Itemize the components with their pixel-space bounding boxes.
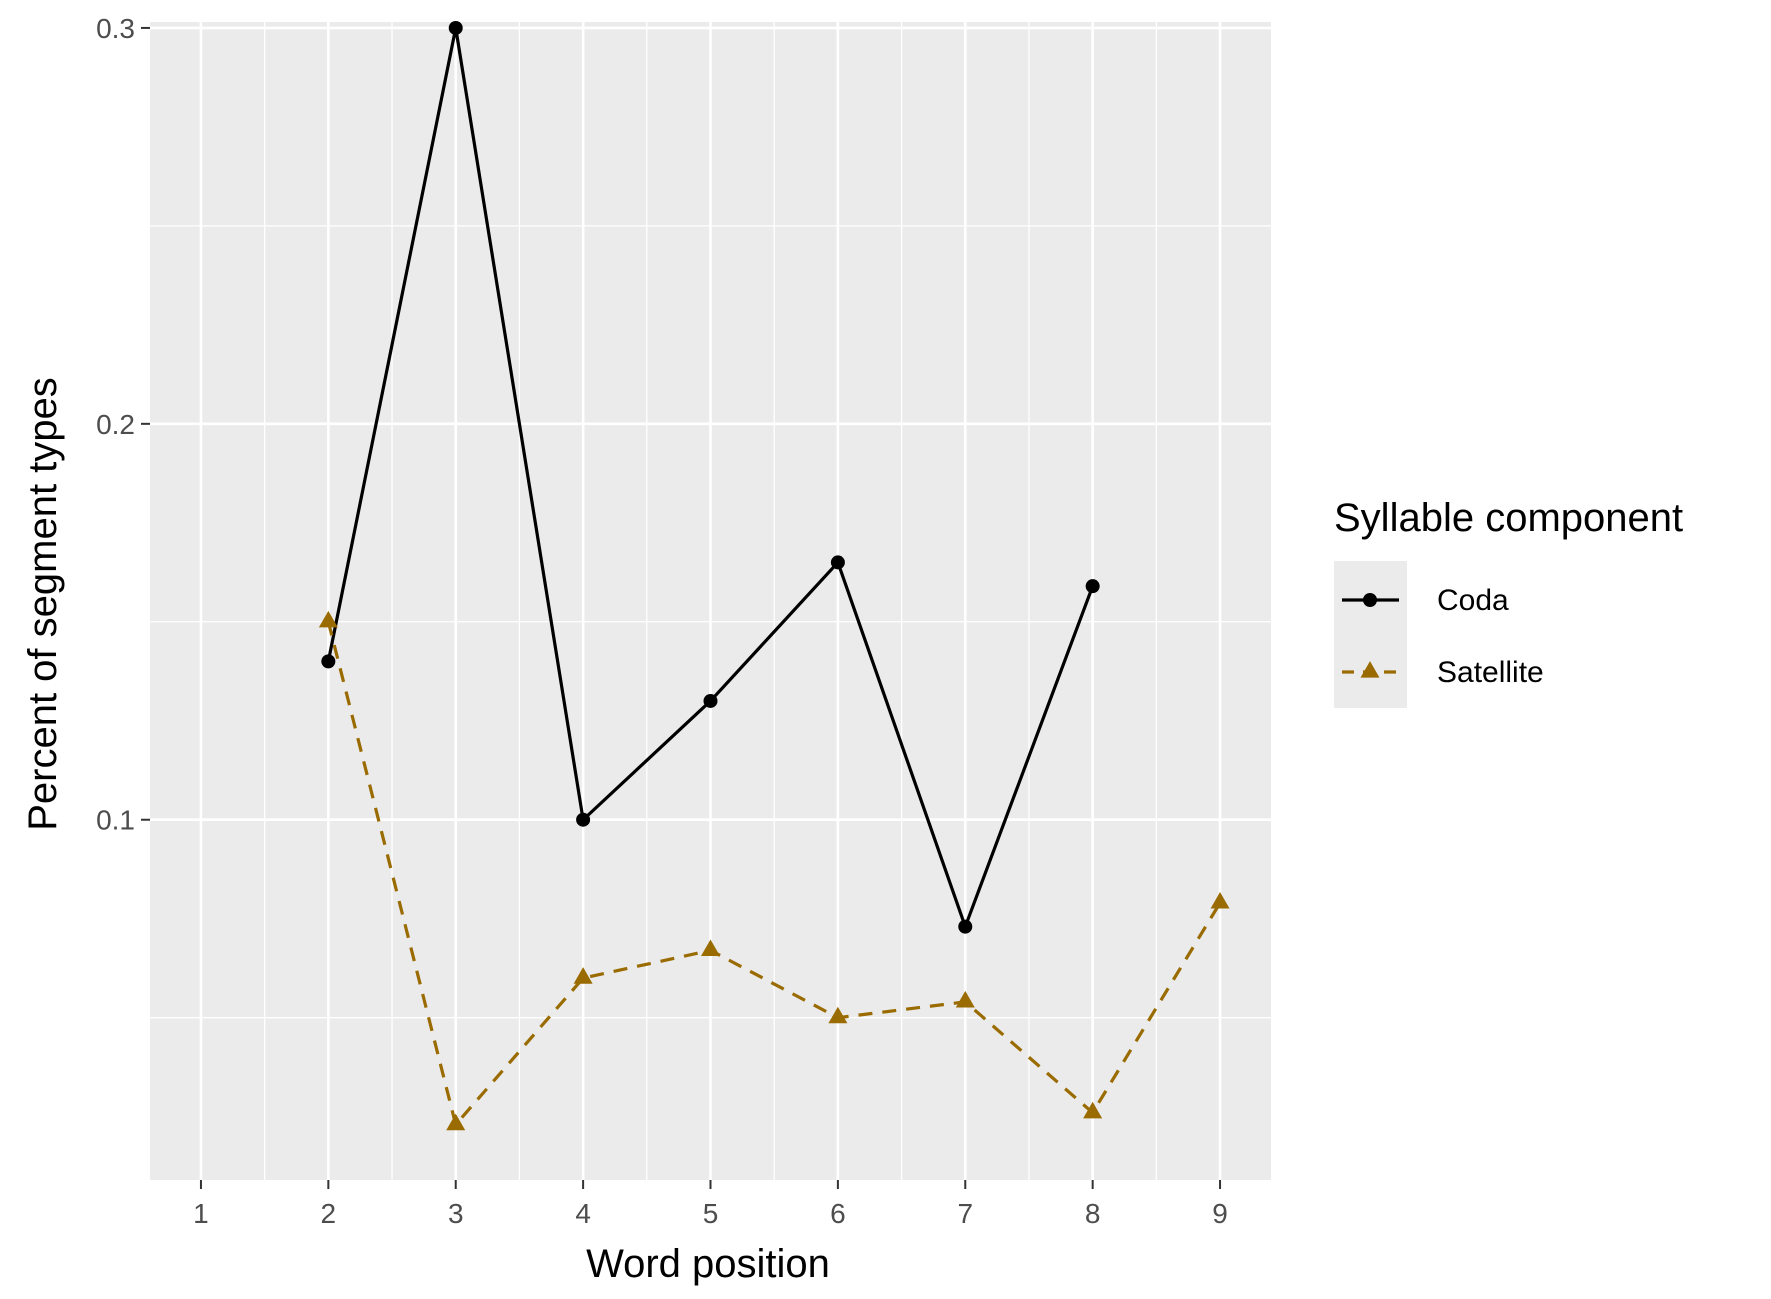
- tick-labels: 1 2 3 4 5 6 7 8 9 0.1 0.2 0.3: [96, 13, 1228, 1229]
- data-point-satellite: [955, 990, 975, 1008]
- x-tick-label: 5: [703, 1198, 719, 1229]
- x-tick-label: 2: [321, 1198, 337, 1229]
- x-tick-label: 1: [193, 1198, 209, 1229]
- legend-keys: [1342, 593, 1399, 678]
- x-tick-label: 9: [1212, 1198, 1228, 1229]
- x-tick-label: 3: [448, 1198, 464, 1229]
- legend: Syllable component Coda Satellite: [1334, 496, 1683, 708]
- major-gridlines: [150, 22, 1271, 1180]
- legend-key-marker-satellite: [1360, 661, 1380, 678]
- data-point-coda: [830, 555, 845, 570]
- y-axis-title: Percent of segment types: [21, 377, 65, 831]
- data-point-satellite: [318, 610, 338, 628]
- legend-key-background: [1334, 561, 1407, 708]
- data-point-coda: [448, 20, 463, 35]
- series-layer: [318, 20, 1230, 1131]
- data-point-coda: [703, 693, 718, 708]
- data-point-satellite: [446, 1113, 466, 1131]
- y-tick-label: 0.2: [96, 409, 135, 440]
- legend-label-satellite: Satellite: [1437, 656, 1544, 689]
- data-point-satellite: [701, 939, 720, 956]
- x-tick-label: 6: [830, 1198, 846, 1229]
- x-axis-title: Word position: [586, 1242, 830, 1286]
- x-tick-label: 4: [575, 1198, 591, 1229]
- legend-title: Syllable component: [1334, 496, 1683, 540]
- data-point-coda: [1085, 579, 1100, 594]
- data-point-satellite: [573, 967, 593, 984]
- series-line-satellite: [326, 621, 1222, 1127]
- data-point-coda: [321, 654, 336, 669]
- data-point-satellite: [828, 1006, 848, 1024]
- legend-key-marker-coda: [1363, 593, 1377, 607]
- data-point-coda: [958, 919, 973, 934]
- y-tick-label: 0.3: [96, 13, 135, 44]
- data-point-coda: [576, 812, 591, 827]
- axis-ticks: [141, 26, 1222, 1189]
- x-tick-label: 7: [957, 1198, 973, 1229]
- legend-label-coda: Coda: [1437, 584, 1509, 617]
- data-point-satellite: [1210, 891, 1230, 909]
- y-tick-label: 0.1: [96, 805, 135, 836]
- data-point-satellite: [1083, 1101, 1103, 1119]
- x-tick-label: 8: [1085, 1198, 1101, 1229]
